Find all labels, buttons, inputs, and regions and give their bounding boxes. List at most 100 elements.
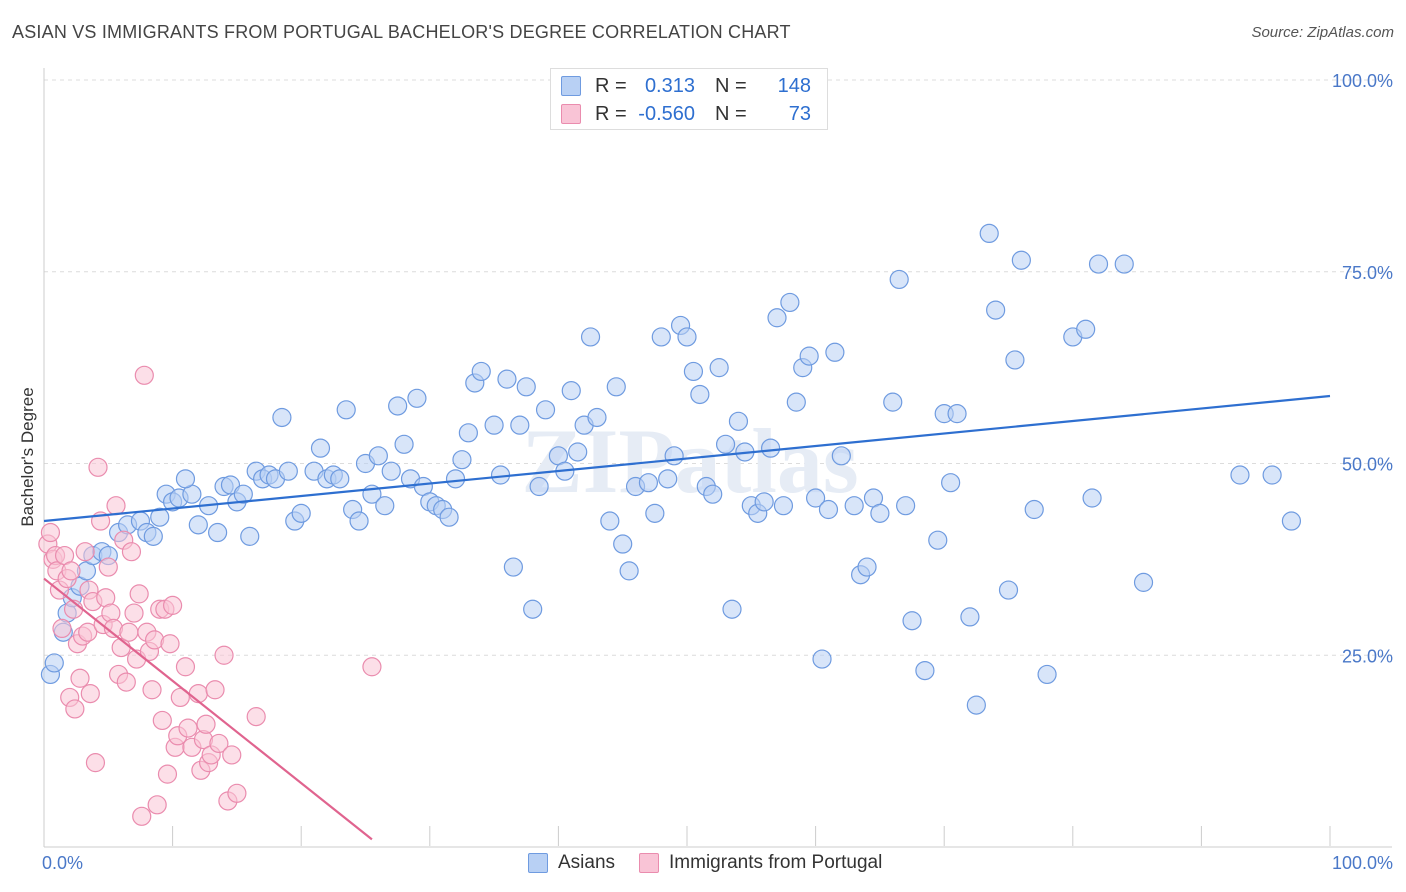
asian-point: [928, 530, 948, 550]
asian-point: [510, 415, 530, 435]
y-tick-label: 75.0%: [1342, 263, 1393, 283]
asian-point: [690, 384, 710, 405]
asian-point: [883, 392, 903, 412]
portugal-point: [205, 680, 225, 700]
chart-title: ASIAN VS IMMIGRANTS FROM PORTUGAL BACHEL…: [12, 22, 791, 42]
asian-point: [844, 496, 864, 516]
asian-point: [1082, 488, 1102, 508]
axes: [43, 68, 1392, 848]
asian-point: [503, 557, 523, 577]
portugal-point: [106, 496, 126, 516]
asian-point: [645, 503, 665, 523]
y-tick-labels: 25.0% 50.0% 75.0% 100.0%: [1332, 71, 1393, 666]
asian-point: [471, 361, 491, 382]
asian-point: [812, 649, 832, 669]
asian-point: [902, 611, 922, 631]
portugal-trend-line: [43, 577, 373, 841]
asian-point: [889, 269, 909, 290]
asian-point: [1076, 319, 1096, 339]
asian-point: [516, 377, 536, 397]
portugal-point: [147, 795, 167, 815]
asian-point: [291, 503, 311, 523]
legend-r-label: R =: [595, 102, 627, 125]
asian-point: [818, 499, 839, 520]
asian-point: [831, 446, 851, 466]
asian-point: [310, 438, 331, 458]
asian-point: [986, 300, 1006, 320]
portugal-point: [98, 557, 118, 577]
asian-point: [947, 404, 967, 424]
y-tick-label: 100.0%: [1332, 71, 1393, 91]
asian-point: [915, 660, 935, 681]
asian-point: [349, 511, 369, 531]
asian-point: [44, 653, 64, 673]
legend-n-value: 148: [777, 74, 811, 97]
asian-point: [1088, 254, 1109, 274]
asian-point: [336, 400, 356, 420]
asian-point: [175, 469, 196, 489]
asian-point: [529, 476, 549, 497]
portugal-point: [152, 710, 172, 731]
legend-label-asians: Asians: [558, 852, 616, 873]
asian-point: [535, 400, 556, 420]
portugal-point: [116, 672, 136, 692]
asian-point: [966, 695, 986, 715]
portugal-point: [246, 707, 266, 727]
legend-swatch-blue: [528, 853, 548, 873]
asian-point: [388, 396, 408, 416]
portugal-point: [124, 603, 144, 623]
asian-point: [233, 484, 253, 504]
portugal-point: [52, 618, 72, 639]
portugal-point: [160, 634, 180, 654]
legend-label-portugal: Immigrants from Portugal: [669, 852, 883, 873]
legend-swatch-blue: [561, 76, 581, 96]
asian-point: [330, 469, 350, 489]
asian-point: [1133, 572, 1154, 592]
legend-r-value: 0.313: [644, 74, 695, 97]
asian-point: [368, 446, 388, 466]
portugal-point: [75, 542, 95, 562]
source-credit: Source: ZipAtlas.com: [1251, 24, 1394, 41]
asian-point: [606, 377, 626, 397]
asian-point: [773, 496, 794, 516]
portugal-point: [170, 687, 190, 708]
portugal-point: [157, 764, 178, 784]
portugal-point: [196, 714, 216, 734]
portugal-point: [142, 680, 162, 700]
asian-point: [613, 534, 633, 554]
portugal-point: [119, 622, 139, 642]
asian-point: [658, 469, 678, 489]
asian-point: [651, 327, 671, 347]
portugal-point: [209, 733, 229, 754]
asian-point: [825, 342, 845, 362]
asian-point: [1114, 254, 1134, 274]
asian-point: [1005, 350, 1025, 370]
gridlines: [44, 79, 1392, 656]
asian-point: [580, 327, 601, 347]
asian-point: [600, 511, 620, 531]
asian-point: [587, 407, 607, 428]
x-tick-label: 100.0%: [1332, 853, 1393, 873]
asian-point: [278, 461, 298, 481]
asian-points: [40, 223, 1302, 715]
x-tick-label: 0.0%: [42, 853, 83, 873]
asian-point: [664, 446, 684, 466]
asian-point: [728, 411, 749, 431]
portugal-point: [61, 561, 81, 581]
asian-point: [523, 599, 543, 619]
legend-row-asians: R = 0.313 N = 148: [561, 73, 811, 99]
legend-r-label: R =: [595, 74, 627, 97]
asian-point: [439, 507, 459, 527]
portugal-point: [40, 522, 61, 543]
legend-item-portugal: Immigrants from Portugal: [639, 852, 882, 874]
portugal-point: [178, 718, 198, 738]
portugal-point: [362, 657, 382, 677]
asian-point: [715, 434, 736, 454]
asian-point: [240, 526, 260, 546]
portugal-point: [80, 683, 100, 704]
asian-point: [1230, 465, 1250, 485]
asian-point: [619, 561, 639, 581]
asian-point: [896, 496, 916, 516]
asian-point: [272, 407, 292, 428]
legend-row-portugal: R = -0.560 N = 73: [561, 101, 811, 127]
